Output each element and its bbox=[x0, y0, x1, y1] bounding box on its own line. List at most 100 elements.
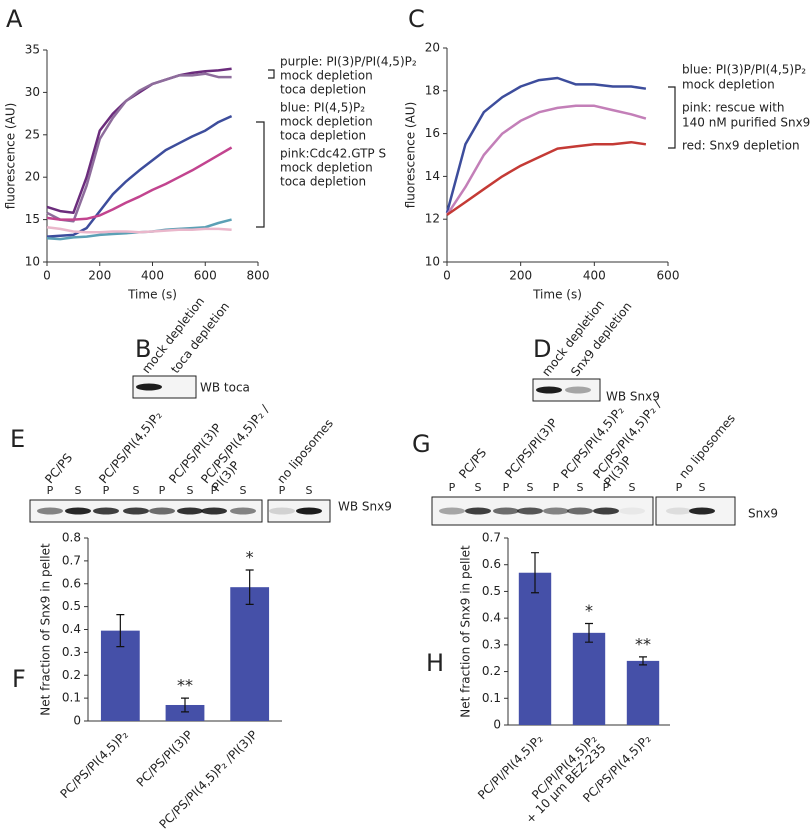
lane-label: P bbox=[503, 481, 510, 494]
blot-band bbox=[37, 507, 63, 515]
line-series bbox=[445, 104, 647, 216]
condition-label: no liposomes bbox=[274, 416, 336, 486]
y-tick-label: 0 bbox=[493, 718, 501, 732]
x-tick-label: 0 bbox=[443, 269, 451, 283]
significance: * bbox=[585, 601, 593, 620]
blot-band bbox=[136, 383, 162, 391]
condition-label: no liposomes bbox=[676, 411, 738, 481]
blot-band bbox=[493, 507, 519, 515]
panel-letter: A bbox=[6, 5, 23, 33]
line-series bbox=[446, 140, 647, 216]
panel-letter: H bbox=[426, 649, 444, 677]
legend-entry: pink: rescue with bbox=[682, 101, 785, 115]
y-tick-label: 0.1 bbox=[62, 691, 81, 705]
y-tick-label: 20 bbox=[425, 41, 440, 55]
line-series bbox=[46, 225, 232, 234]
legend-entry: toca depletion bbox=[280, 129, 366, 143]
legend-entry: red: Snx9 depletion bbox=[682, 139, 800, 153]
y-tick-label: 0.1 bbox=[482, 691, 501, 705]
y-tick-label: 14 bbox=[425, 169, 440, 183]
y-tick-label: 15 bbox=[25, 212, 40, 226]
bar bbox=[626, 660, 660, 725]
blot-band bbox=[517, 507, 543, 515]
blot-band bbox=[177, 507, 203, 515]
blot-band bbox=[201, 507, 227, 515]
blot-band bbox=[269, 507, 295, 515]
legend-entry: 140 nM purified Snx9 bbox=[682, 116, 810, 130]
y-tick-label: 18 bbox=[425, 83, 440, 97]
significance: ** bbox=[177, 676, 193, 695]
panel-letter: F bbox=[12, 665, 26, 693]
condition-label: PC/PS bbox=[456, 446, 489, 481]
x-axis-label: Time (s) bbox=[127, 288, 177, 302]
x-tick-label: PC/PS/PI(3)P bbox=[134, 728, 196, 790]
lane-label: S bbox=[527, 481, 534, 494]
legend-entry: blue: PI(3)P/PI(4,5)P₂ bbox=[682, 63, 806, 77]
blot-band bbox=[93, 507, 119, 515]
error-bar bbox=[116, 614, 125, 648]
lane-label: P bbox=[47, 484, 54, 497]
y-tick-label: 0.7 bbox=[62, 553, 81, 567]
legend-entry: mock depletion bbox=[682, 78, 775, 92]
y-tick-label: 25 bbox=[25, 127, 40, 141]
blot-panel bbox=[132, 375, 197, 399]
y-tick-label: 0.4 bbox=[62, 622, 81, 636]
lane-label: S bbox=[133, 484, 140, 497]
lane-label: S bbox=[306, 484, 313, 497]
blot-band bbox=[230, 507, 256, 515]
blot-band bbox=[689, 507, 715, 515]
bar bbox=[165, 704, 205, 721]
y-axis-label: fluorescence (AU) bbox=[404, 102, 418, 209]
y-tick-label: 0.5 bbox=[482, 584, 501, 598]
blot-band bbox=[296, 507, 322, 515]
line-series bbox=[46, 72, 232, 223]
bracket bbox=[668, 86, 676, 149]
y-tick-label: 0.3 bbox=[62, 645, 81, 659]
y-tick-label: 0.3 bbox=[482, 637, 501, 651]
lane-label: P bbox=[676, 481, 683, 494]
error-bar bbox=[639, 656, 647, 666]
error-bar bbox=[181, 697, 189, 713]
y-tick-label: 10 bbox=[25, 255, 40, 269]
legend-group-label: pink:Cdc42.GTP S bbox=[280, 147, 386, 161]
condition-label: PC/PS/PI(4,5)P₂ bbox=[96, 408, 165, 486]
x-tick-label: 200 bbox=[88, 269, 111, 283]
blot-band bbox=[465, 507, 491, 515]
legend-entry: mock depletion bbox=[280, 115, 373, 129]
legend-entry: toca depletion bbox=[280, 175, 366, 189]
condition-label: PC/PS bbox=[42, 451, 75, 486]
blot-label: WB toca bbox=[200, 381, 250, 395]
lane-label: S bbox=[577, 481, 584, 494]
x-tick-label: 400 bbox=[583, 269, 606, 283]
x-tick-label: 0 bbox=[43, 269, 51, 283]
panel-letter: C bbox=[408, 5, 425, 33]
significance: ** bbox=[635, 634, 651, 653]
lane-label: P bbox=[211, 484, 218, 497]
y-tick-label: 16 bbox=[425, 126, 440, 140]
x-axis-label: Time (s) bbox=[532, 288, 582, 302]
x-tick-label: 600 bbox=[657, 269, 680, 283]
blot-band bbox=[619, 507, 645, 515]
y-tick-label: 0.5 bbox=[62, 599, 81, 613]
y-tick-label: 0.4 bbox=[482, 611, 501, 625]
lane-label: S bbox=[187, 484, 194, 497]
legend-group-label: purple: PI(3)P/PI(4,5)P₂ bbox=[280, 55, 417, 69]
blot-band bbox=[149, 507, 175, 515]
error-bar bbox=[245, 569, 254, 605]
lane-label: S bbox=[475, 481, 482, 494]
x-tick-label: 600 bbox=[194, 269, 217, 283]
legend-group-label: blue: PI(4,5)P₂ bbox=[280, 101, 365, 115]
lane-label: S bbox=[75, 484, 82, 497]
y-axis-label: Net fraction of Snx9 in pellet bbox=[459, 545, 473, 718]
bracket bbox=[256, 121, 265, 228]
y-axis-label: fluorescence (AU) bbox=[4, 103, 18, 210]
x-tick-label: PC/PS/PI(4,5)P₂ bbox=[58, 728, 132, 802]
y-tick-label: 20 bbox=[25, 170, 40, 184]
panel-letter: B bbox=[135, 335, 151, 363]
lane-label: P bbox=[103, 484, 110, 497]
error-bar bbox=[531, 552, 539, 594]
y-tick-label: 0.2 bbox=[62, 668, 81, 682]
y-tick-label: 12 bbox=[425, 212, 440, 226]
panel-letter: G bbox=[412, 430, 431, 458]
